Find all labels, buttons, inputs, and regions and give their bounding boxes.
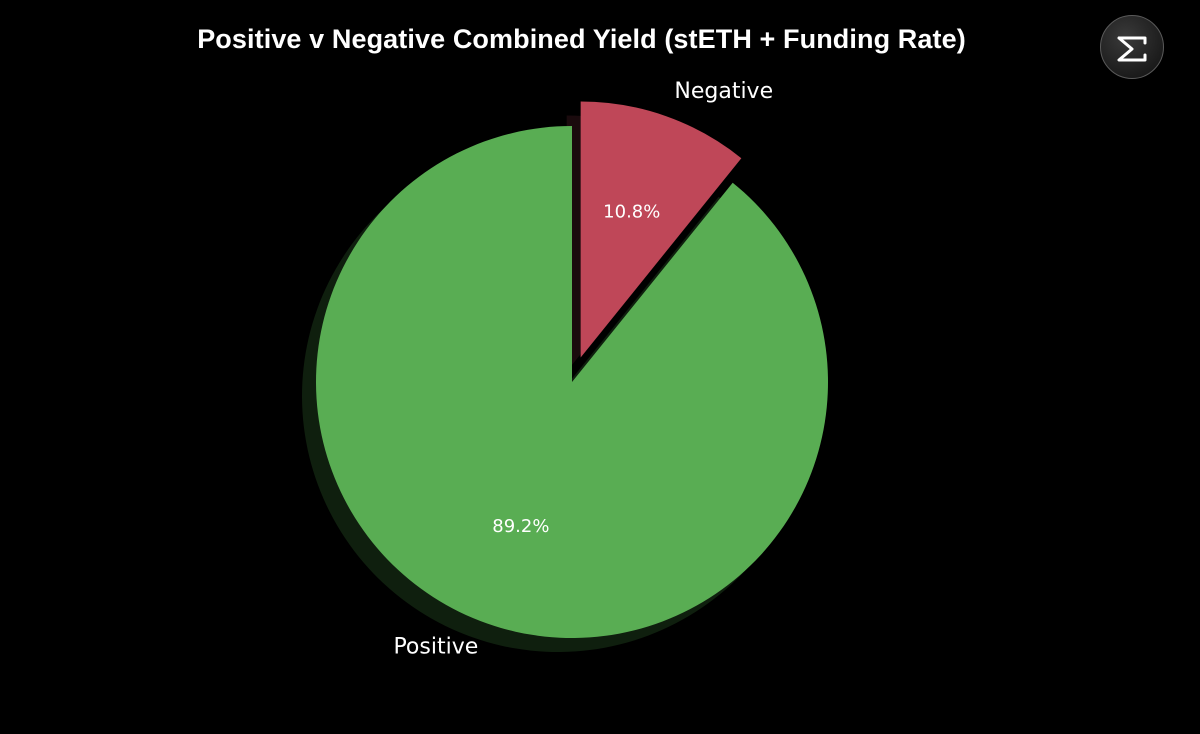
sigma-logo-icon <box>1100 15 1164 79</box>
pie-pct-label-positive: 89.2% <box>492 516 549 537</box>
chart-title: Positive v Negative Combined Yield (stET… <box>197 24 966 54</box>
sigma-logo-glyph <box>1117 36 1147 62</box>
pie-label-layer: 10.8% Negative 89.2% Positive <box>393 79 773 660</box>
pie-slice-layer <box>315 101 828 639</box>
pie-slice-negative <box>580 101 742 358</box>
pie-category-label-positive: Positive <box>393 635 478 660</box>
pie-slice-positive <box>315 126 828 639</box>
pie-pct-label-negative: 10.8% <box>603 202 660 223</box>
pie-category-label-negative: Negative <box>674 79 773 104</box>
